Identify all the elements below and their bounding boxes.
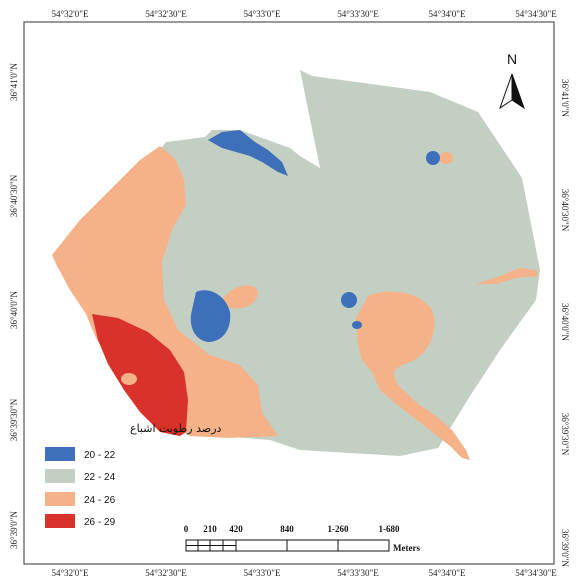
north-label: N — [507, 51, 517, 67]
zone-24-26-spot — [121, 373, 137, 385]
bottom-tick-label: 54°34'0"E — [429, 568, 466, 577]
zone-26-29 — [92, 314, 188, 436]
right-tick-label: 36°39'30"N — [560, 413, 570, 456]
top-tick-label: 54°33'30"E — [337, 9, 379, 19]
zone-20-22-center — [341, 292, 357, 308]
legend-swatch — [45, 447, 75, 461]
top-tick-label: 54°34'30"E — [515, 9, 557, 19]
left-tick-label: 36°41'0"N — [9, 63, 19, 101]
zone-24-26-dot — [439, 152, 453, 164]
top-tick-label: 54°32'30"E — [145, 9, 187, 19]
legend-label: 22 - 24 — [84, 472, 116, 483]
zone-20-22-northeast — [426, 151, 440, 165]
bottom-tick-label: 54°32'0"E — [52, 568, 89, 577]
bottom-tick-label: 54°34'30"E — [515, 568, 557, 577]
bottom-axis: 54°32'0"E 54°32'30"E 54°33'0"E 54°33'30"… — [52, 568, 558, 577]
right-tick-label: 36°39'0"N — [560, 529, 570, 567]
legend-label: 24 - 26 — [84, 495, 116, 506]
zone-20-22-north — [208, 130, 288, 176]
scale-label: 420 — [229, 524, 243, 534]
left-axis: 36°41'0"N 36°40'30"N 36°40'0"N 36°39'30"… — [9, 63, 19, 549]
scale-label: 1-260 — [328, 524, 349, 534]
scale-unit: Meters — [393, 543, 420, 553]
zone-22-24 — [150, 70, 540, 456]
zone-20-22-west — [190, 290, 231, 342]
legend-swatch — [45, 492, 75, 506]
scale-label: 1-680 — [379, 524, 400, 534]
legend-swatch — [45, 469, 75, 483]
right-axis: 36°41'0"N 36°40'30"N 36°40'0"N 36°39'30"… — [560, 79, 570, 567]
bottom-tick-label: 54°32'30"E — [145, 568, 187, 577]
left-tick-label: 36°39'0"N — [9, 511, 19, 549]
scale-label: 840 — [280, 524, 294, 534]
right-tick-label: 36°40'30"N — [560, 189, 570, 232]
zone-24-26-center — [356, 291, 470, 460]
top-tick-label: 54°32'0"E — [52, 9, 89, 19]
legend-label: 26 - 29 — [84, 517, 116, 528]
zone-20-22-center-small — [352, 321, 362, 329]
right-tick-label: 36°41'0"N — [560, 79, 570, 117]
zone-24-26-west — [52, 146, 278, 438]
scale-bar: 0 210 420 840 1-260 1-680 Meters — [184, 524, 421, 553]
top-axis: 54°32'0"E 54°32'30"E 54°33'0"E 54°33'30"… — [52, 9, 558, 19]
right-tick-label: 36°40'0"N — [560, 303, 570, 341]
bottom-tick-label: 54°33'30"E — [337, 568, 379, 577]
top-tick-label: 54°34'0"E — [429, 9, 466, 19]
left-tick-label: 36°40'30"N — [9, 174, 19, 217]
left-tick-label: 36°40'0"N — [9, 291, 19, 329]
bottom-tick-label: 54°33'0"E — [244, 568, 281, 577]
legend-label: 20 - 22 — [84, 450, 116, 461]
legend-title: درصد رطوبت اشباع — [130, 422, 222, 435]
zone-24-26-east — [476, 268, 538, 284]
scale-label: 0 — [184, 524, 189, 534]
left-tick-label: 36°39'30"N — [9, 398, 19, 441]
legend-swatch — [45, 514, 75, 528]
scale-label: 210 — [203, 524, 217, 534]
top-tick-label: 54°33'0"E — [244, 9, 281, 19]
north-arrow: N — [499, 51, 525, 110]
legend: درصد رطوبت اشباع 20 - 22 22 - 24 24 - 26… — [45, 422, 222, 528]
zone-24-26-small — [222, 285, 258, 309]
